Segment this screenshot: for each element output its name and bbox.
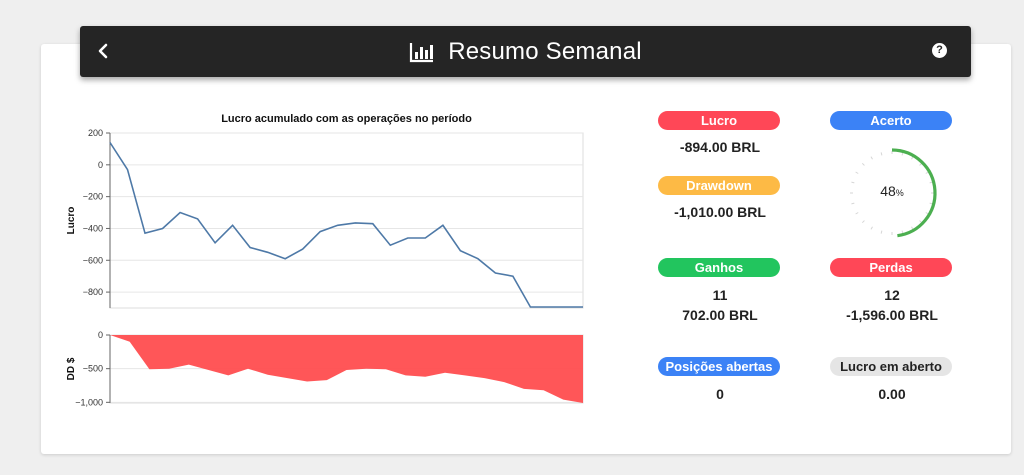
lucro-aberto-value: 0.00 xyxy=(878,386,906,402)
help-button[interactable]: ? xyxy=(932,43,947,58)
ganhos-badge: Ganhos xyxy=(658,258,780,277)
posicoes-badge: Posições abertas xyxy=(658,357,780,376)
chevron-left-icon xyxy=(98,43,108,59)
ganhos-count: 11 xyxy=(712,287,728,303)
gauge-tick xyxy=(855,171,859,174)
gauge-tick xyxy=(870,156,873,160)
drawdown-value: -1,010.00 BRL xyxy=(674,204,766,220)
question-circle-icon: ? xyxy=(936,44,943,56)
lucro-aberto-badge: Lucro em aberto xyxy=(830,357,952,376)
gauge-tick xyxy=(880,152,883,156)
back-button[interactable] xyxy=(94,40,112,62)
perdas-value: -1,596.00 BRL xyxy=(846,307,938,323)
app-header: Resumo Semanal ? xyxy=(80,26,971,77)
gauge-tick xyxy=(855,212,859,215)
gauge-tick xyxy=(929,202,933,205)
lucro-value: -894.00 BRL xyxy=(679,139,761,155)
lucro-badge: Lucro xyxy=(658,111,780,130)
bar-chart-icon xyxy=(410,42,434,62)
gauge-tick xyxy=(911,226,914,230)
gauge-tick xyxy=(861,162,865,166)
gauge-tick xyxy=(861,220,865,224)
gauge-tick xyxy=(870,226,873,230)
gauge-tick xyxy=(880,230,883,234)
ganhos-value: 702.00 BRL xyxy=(682,307,758,323)
gauge-arc xyxy=(891,148,937,238)
gauge-tick xyxy=(851,202,855,205)
page-title: Resumo Semanal xyxy=(448,37,642,65)
chart-title: Lucro acumulado com as operações no perí… xyxy=(221,113,472,125)
gauge-tick xyxy=(851,181,855,184)
perdas-count: 12 xyxy=(884,287,900,303)
drawdown-badge: Drawdown xyxy=(658,176,780,195)
acerto-percent: 48% xyxy=(880,183,904,199)
acerto-gauge xyxy=(850,148,937,238)
acerto-badge: Acerto xyxy=(830,111,952,130)
perdas-badge: Perdas xyxy=(830,258,952,277)
posicoes-value: 0 xyxy=(716,386,724,402)
